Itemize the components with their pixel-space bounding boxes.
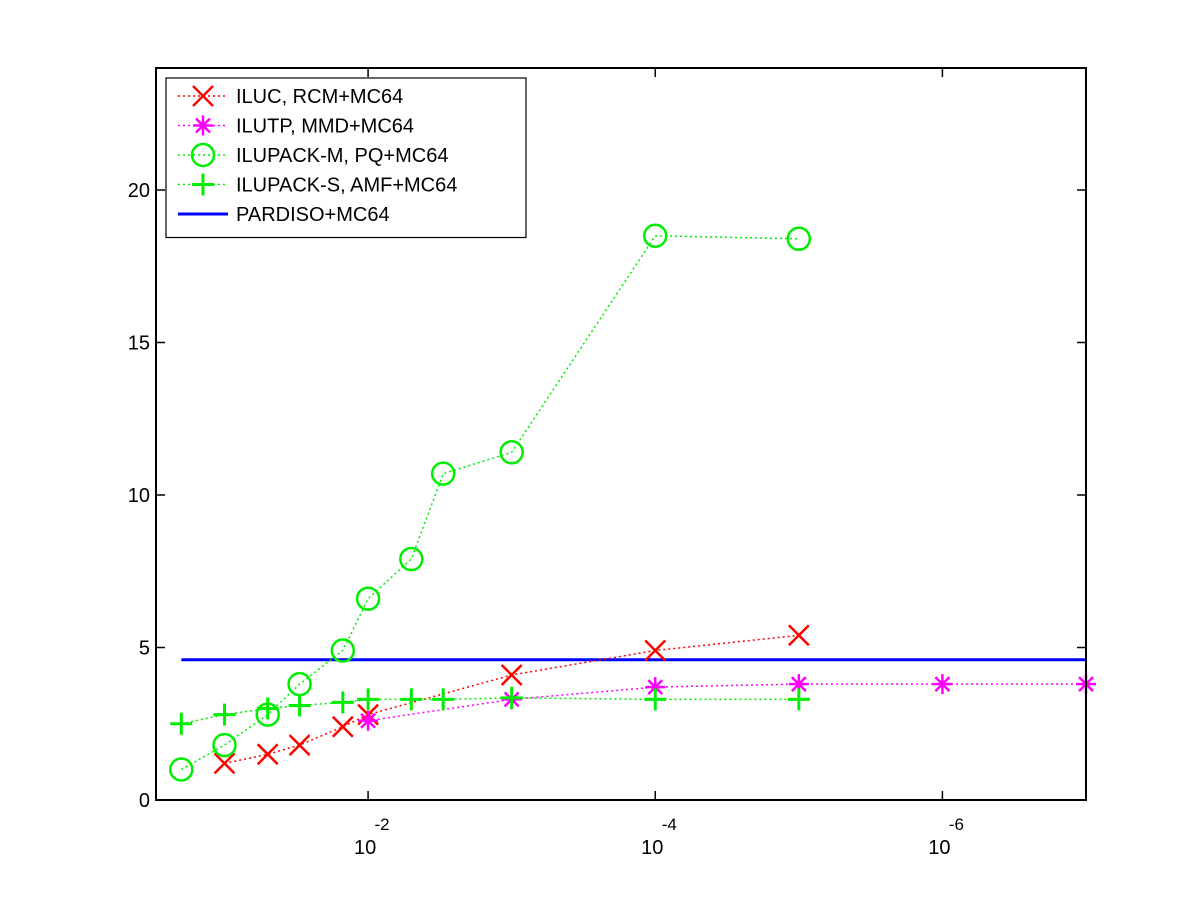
circle-marker — [255, 702, 280, 727]
x-tick-base: 10 — [928, 837, 950, 859]
circle-marker — [430, 461, 456, 486]
y-tick-label: 15 — [128, 333, 150, 355]
circle-marker — [190, 142, 216, 168]
x-marker — [644, 639, 667, 662]
x-marker — [331, 715, 354, 738]
asterisk-marker — [360, 712, 376, 729]
circle-marker — [499, 440, 524, 465]
y-tick-label: 20 — [128, 180, 150, 202]
axis-layer: 0 5 10 15 20 -2 10 -4 10 -6 10 — [128, 68, 1086, 859]
series-layer — [169, 223, 1096, 782]
circle-marker — [169, 757, 194, 782]
x-marker — [192, 85, 214, 107]
x-tick-exponent: -6 — [949, 815, 964, 834]
x-marker — [288, 734, 311, 756]
circle-marker — [287, 671, 312, 697]
asterisk-marker — [790, 676, 807, 692]
x-marker — [213, 752, 236, 775]
circle-marker — [355, 586, 381, 611]
x-marker — [256, 743, 279, 766]
legend-label: ILUC, RCM+MC64 — [236, 86, 403, 108]
x-marker — [500, 664, 523, 686]
x-marker — [787, 624, 810, 647]
y-tick-label: 5 — [139, 638, 150, 660]
asterisk-marker — [195, 117, 211, 134]
y-tick-label: 10 — [128, 485, 150, 507]
series-line — [367, 683, 1086, 722]
plot-frame — [155, 67, 1087, 801]
series-1 — [358, 674, 1096, 731]
legend-label: ILUPACK-S, AMF+MC64 — [236, 175, 457, 197]
circle-marker — [643, 223, 668, 248]
series-3 — [170, 686, 810, 735]
series-line — [181, 697, 799, 725]
x-tick-exponent: -2 — [375, 815, 390, 834]
circle-marker — [399, 546, 424, 572]
x-tick-exponent: -4 — [662, 815, 677, 834]
asterisk-marker — [647, 679, 664, 696]
asterisk-marker — [934, 676, 951, 692]
legend: ILUC, RCM+MC64 ILUTP, MMD+MC64 ILUPACK-M, … — [165, 77, 527, 239]
circle-marker — [212, 732, 237, 758]
x-tick-base: 10 — [354, 837, 376, 859]
x-tick-base: 10 — [641, 837, 663, 859]
legend-box — [165, 77, 527, 239]
series-2 — [169, 223, 812, 782]
legend-label: ILUTP, MMD+MC64 — [236, 116, 414, 138]
legend-label: ILUPACK-M, PQ+MC64 — [236, 145, 448, 167]
legend-label: PARDISO+MC64 — [236, 204, 390, 226]
y-tick-label: 0 — [139, 790, 150, 812]
circle-marker — [330, 638, 356, 663]
circle-marker — [786, 226, 812, 252]
